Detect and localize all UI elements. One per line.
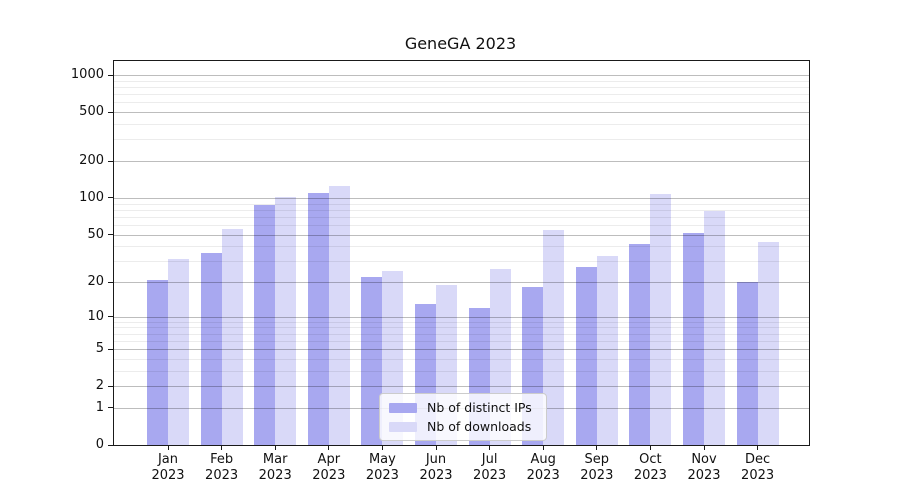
legend-item-downloads: Nb of downloads <box>389 419 537 434</box>
x-axis-tick <box>596 445 598 450</box>
minor-gridline <box>114 124 809 125</box>
legend-label-ips: Nb of distinct IPs <box>427 400 532 415</box>
y-axis-tick-label: 0 <box>95 437 104 452</box>
x-axis-tick-label: Aug 2023 <box>526 452 560 483</box>
y-axis-tick <box>108 348 114 350</box>
bar-ips <box>575 266 597 445</box>
bar-downloads <box>543 230 565 445</box>
y-axis-tick-label: 5 <box>95 341 104 357</box>
bar-ips <box>629 243 651 445</box>
bar-downloads <box>275 197 297 445</box>
minor-gridline <box>114 139 809 141</box>
y-axis-tick-label: 100 <box>79 189 104 205</box>
bar-ips <box>361 277 383 445</box>
x-axis-tick <box>542 445 544 450</box>
bar-ips <box>147 279 168 445</box>
y-axis-tick-label: 1 <box>95 399 104 415</box>
y-axis-tick-label: 10 <box>87 308 104 324</box>
bar-downloads <box>221 228 243 445</box>
y-axis-tick <box>108 160 114 162</box>
x-axis-tick-label: Apr 2023 <box>312 452 346 483</box>
x-axis-tick <box>703 445 705 450</box>
bar-downloads <box>168 259 189 445</box>
bar-ips <box>736 282 758 445</box>
minor-gridline <box>114 203 809 205</box>
x-axis-tick-label: Oct 2023 <box>633 452 667 483</box>
bar-downloads <box>704 211 725 445</box>
x-axis-tick <box>274 445 276 450</box>
legend-swatch-downloads <box>389 421 417 432</box>
minor-gridline <box>114 80 809 82</box>
x-axis-tick-label: May 2023 <box>365 452 399 483</box>
x-axis-tick <box>167 445 169 450</box>
bar-downloads <box>650 193 672 445</box>
y-axis-tick-label: 20 <box>87 274 104 289</box>
x-axis-tick <box>435 445 437 450</box>
y-axis-tick <box>108 444 114 446</box>
major-gridline <box>114 112 809 114</box>
plot-area: 0 1 2 5 10 20 50 100 200 500 1000 Jan 2023 Feb 2023 Mar… <box>71 60 810 483</box>
bar-downloads <box>328 186 350 445</box>
x-axis-tick <box>757 445 759 450</box>
bar-ips <box>200 253 222 445</box>
legend-label-downloads: Nb of downloads <box>427 419 532 434</box>
bar-ips <box>254 204 276 445</box>
y-axis-tick-label: 50 <box>87 226 104 242</box>
y-axis-tick-label: 500 <box>79 104 104 120</box>
major-gridline <box>114 161 809 162</box>
x-axis-tick <box>489 445 491 450</box>
x-axis-tick-label: Feb 2023 <box>205 452 239 483</box>
y-axis-tick <box>108 385 114 387</box>
x-axis-tick-label: Sep 2023 <box>580 452 614 483</box>
x-axis-tick <box>649 445 651 450</box>
x-axis-tick-label: Dec 2023 <box>741 452 775 483</box>
y-axis-tick <box>108 197 114 199</box>
legend-swatch-ips <box>389 402 417 413</box>
chart-title: GeneGA 2023 <box>404 34 517 53</box>
bar-ips <box>307 192 329 445</box>
minor-gridline <box>114 102 809 104</box>
y-axis-tick <box>108 111 114 113</box>
y-axis-tick <box>108 74 114 76</box>
y-axis-tick <box>108 281 114 283</box>
x-axis-tick <box>381 445 383 450</box>
y-axis-tick-label: 1000 <box>70 67 104 82</box>
major-gridline <box>114 75 809 76</box>
y-axis-tick-label: 2 <box>95 378 104 394</box>
y-axis-tick <box>108 407 114 409</box>
minor-gridline <box>114 94 809 96</box>
bar-downloads <box>596 256 618 445</box>
minor-gridline <box>114 87 809 88</box>
x-axis-tick <box>221 445 223 450</box>
x-axis-tick-label: Mar 2023 <box>258 452 292 483</box>
legend: Nb of distinct IPs Nb of downloads <box>379 393 547 441</box>
y-axis-tick <box>108 316 114 318</box>
x-axis-tick <box>328 445 330 450</box>
bar-ips <box>683 233 704 445</box>
legend-item-distinct-ips: Nb of distinct IPs <box>389 400 537 415</box>
bar-downloads <box>757 242 779 445</box>
x-axis-tick-label: Jan 2023 <box>151 452 185 483</box>
y-axis-tick-label: 200 <box>79 153 104 168</box>
x-axis-tick-label: Nov 2023 <box>687 452 721 483</box>
x-axis-tick-label: Jul 2023 <box>473 452 507 483</box>
major-gridline <box>114 197 809 199</box>
y-axis-tick <box>108 234 114 235</box>
x-axis-tick-label: Jun 2023 <box>419 452 453 483</box>
